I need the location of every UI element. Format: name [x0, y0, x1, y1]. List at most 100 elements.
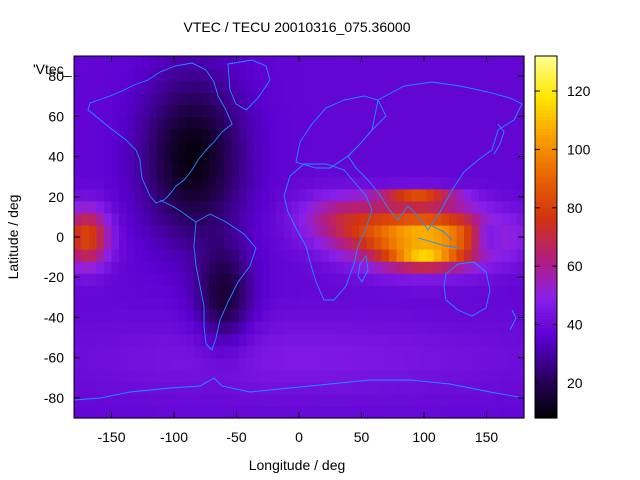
heatmap-cell	[456, 405, 465, 419]
colorbar-segment	[535, 357, 557, 362]
heatmap-cell	[314, 140, 323, 154]
colorbar-segment	[535, 80, 557, 84]
heatmap-cell	[441, 224, 450, 238]
heatmap-cell	[479, 393, 488, 407]
heatmap-cell	[209, 104, 218, 117]
heatmap-cell	[381, 164, 390, 178]
heatmap-cell	[329, 333, 338, 347]
heatmap-cell	[216, 116, 225, 129]
heatmap-cell	[81, 345, 90, 359]
heatmap-cell	[261, 285, 270, 298]
heatmap-cell	[306, 345, 315, 359]
heatmap-cell	[306, 309, 315, 323]
heatmap-cell	[306, 369, 315, 383]
heatmap-cell	[284, 92, 293, 105]
heatmap-cell	[201, 92, 210, 105]
heatmap-cell	[164, 80, 173, 93]
heatmap-cell	[261, 345, 270, 359]
colorbar-segment	[535, 155, 557, 160]
heatmap-cell	[269, 188, 278, 202]
heatmap-cell	[329, 369, 338, 383]
heatmap-cell	[329, 273, 338, 286]
heatmap-cell	[344, 393, 353, 407]
colorbar-segment	[535, 212, 557, 217]
heatmap-cell	[359, 128, 368, 142]
heatmap-cell	[164, 309, 173, 323]
heatmap-cell	[194, 104, 203, 117]
heatmap-cell	[389, 357, 398, 371]
heatmap-cell	[269, 128, 278, 142]
heatmap-cell	[389, 128, 398, 142]
heatmap-cell	[509, 68, 518, 81]
heatmap-cell	[321, 333, 330, 347]
heatmap-cell	[141, 309, 150, 323]
heatmap-cell	[74, 164, 83, 178]
heatmap-cell	[419, 152, 428, 166]
heatmap-cell	[284, 237, 293, 250]
heatmap-cell	[231, 297, 240, 310]
heatmap-cell	[261, 333, 270, 347]
heatmap-cell	[411, 333, 420, 347]
heatmap-cell	[516, 128, 525, 142]
heatmap-cell	[239, 224, 248, 238]
heatmap-cell	[464, 140, 473, 154]
colorbar-segment	[535, 173, 557, 178]
heatmap-cell	[336, 345, 345, 359]
heatmap-cell	[516, 164, 525, 178]
heatmap-cell	[141, 249, 150, 262]
heatmap-cell	[299, 369, 308, 383]
heatmap-cell	[239, 261, 248, 274]
heatmap-cell	[321, 128, 330, 142]
heatmap-cell	[344, 164, 353, 178]
heatmap-cell	[186, 309, 195, 323]
heatmap-cell	[156, 224, 165, 238]
heatmap-cell	[374, 104, 383, 117]
heatmap-cell	[119, 56, 128, 69]
heatmap-cell	[486, 128, 495, 142]
colorbar-segment	[535, 89, 557, 93]
heatmap-cell	[374, 369, 383, 383]
heatmap-cell	[329, 92, 338, 105]
heatmap-cell	[321, 152, 330, 166]
heatmap-cell	[164, 56, 173, 69]
heatmap-cell	[156, 333, 165, 347]
heatmap-cell	[224, 381, 233, 395]
heatmap-cell	[104, 321, 113, 335]
heatmap-cell	[96, 68, 105, 81]
coastline-south-america	[193, 213, 257, 351]
heatmap-cell	[314, 249, 323, 262]
heatmap-cell	[299, 321, 308, 335]
heatmap-cell	[486, 321, 495, 335]
heatmap-cell	[141, 152, 150, 166]
heatmap-cell	[216, 68, 225, 81]
colorbar-segment	[535, 309, 557, 314]
heatmap-cell	[359, 176, 368, 190]
heatmap-cell	[374, 152, 383, 166]
heatmap-cell	[111, 116, 120, 129]
heatmap-cell	[359, 249, 368, 262]
heatmap-cell	[329, 140, 338, 154]
heatmap-cell	[179, 405, 188, 419]
heatmap-cell	[119, 128, 128, 142]
heatmap-cell	[419, 297, 428, 310]
heatmap-cell	[209, 297, 218, 310]
heatmap-cell	[479, 128, 488, 142]
heatmap-cell	[366, 80, 375, 93]
heatmap-cell	[149, 381, 158, 395]
y-axis-label: Latitude / deg	[5, 195, 21, 280]
heatmap-cell	[449, 212, 458, 226]
heatmap-cell	[239, 188, 248, 202]
heatmap-cell	[479, 309, 488, 323]
heatmap-cell	[216, 92, 225, 105]
heatmap-cell	[269, 273, 278, 286]
heatmap-cell	[201, 68, 210, 81]
heatmap-cell	[74, 345, 83, 359]
heatmap-cell	[411, 104, 420, 117]
heatmap-cell	[81, 297, 90, 310]
heatmap-cell	[201, 140, 210, 154]
heatmap-cell	[494, 200, 503, 214]
colorbar-segment	[535, 128, 557, 133]
heatmap-cell	[411, 237, 420, 250]
heatmap-cell	[179, 152, 188, 166]
heatmap-cell	[396, 92, 405, 105]
